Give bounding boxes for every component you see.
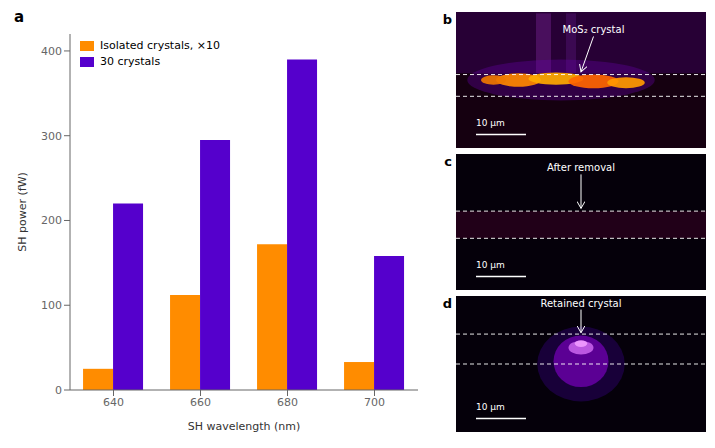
svg-text:200: 200: [41, 214, 62, 227]
html-text:a: a: [14, 8, 25, 26]
svg-text:MoS₂ crystal: MoS₂ crystal: [563, 24, 625, 35]
svg-text:300: 300: [41, 130, 62, 143]
html-text:c: c: [444, 154, 452, 169]
html-text:d: d: [442, 296, 452, 311]
svg-text:10 μm: 10 μm: [476, 118, 505, 128]
html-text:Isolated crystals, ×10: Isolated crystals, ×10: [100, 39, 220, 52]
svg-text:10 μm: 10 μm: [476, 260, 505, 270]
svg-text:0: 0: [55, 384, 62, 397]
svg-text:700: 700: [364, 396, 385, 409]
html-text:30 crystals: 30 crystals: [100, 55, 161, 68]
html-text:b: b: [442, 12, 452, 27]
svg-text:After removal: After removal: [547, 162, 615, 173]
svg-text:100: 100: [41, 299, 62, 312]
svg-text:SH wavelength (nm): SH wavelength (nm): [188, 420, 301, 433]
svg-text:660: 660: [190, 396, 211, 409]
svg-text:640: 640: [103, 396, 124, 409]
svg-text:SH power (fW): SH power (fW): [16, 172, 29, 252]
svg-text:10 μm: 10 μm: [476, 402, 505, 412]
svg-text:400: 400: [41, 45, 62, 58]
svg-text:Retained crystal: Retained crystal: [540, 298, 621, 309]
svg-text:680: 680: [277, 396, 298, 409]
